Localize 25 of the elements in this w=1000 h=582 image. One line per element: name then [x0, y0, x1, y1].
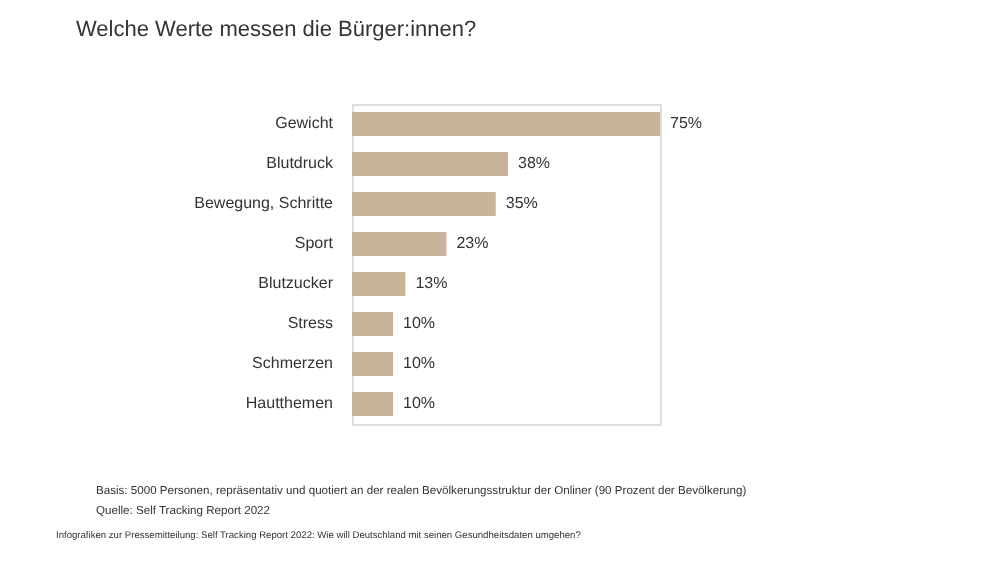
y-tick-label: Schmerzen [252, 354, 333, 372]
bar [352, 352, 394, 376]
data-label: 13% [415, 274, 448, 292]
bar [352, 312, 394, 336]
data-label: 75% [670, 114, 703, 132]
bar [352, 112, 660, 136]
data-label: 35% [505, 194, 538, 212]
y-tick-label: Stress [287, 314, 333, 332]
data-label: 10% [403, 354, 436, 372]
chart-title: Welche Werte messen die Bürger:innen? [76, 18, 477, 42]
bar [352, 152, 509, 176]
y-tick-label: Sport [294, 234, 335, 252]
data-label: 38% [518, 154, 551, 172]
y-tick-label: Blutzucker [258, 274, 334, 292]
y-tick-label: Hautthemen [245, 394, 333, 412]
bar [352, 232, 447, 256]
data-label: 10% [403, 394, 436, 412]
y-tick-label: Gewicht [275, 114, 335, 132]
data-label: 10% [403, 314, 436, 332]
y-tick-label: Blutdruck [266, 154, 335, 172]
y-tick-label: Bewegung, Schritte [194, 194, 335, 212]
bar [352, 192, 496, 216]
data-label: 23% [456, 234, 489, 252]
bar [352, 392, 394, 416]
bar [352, 272, 406, 296]
